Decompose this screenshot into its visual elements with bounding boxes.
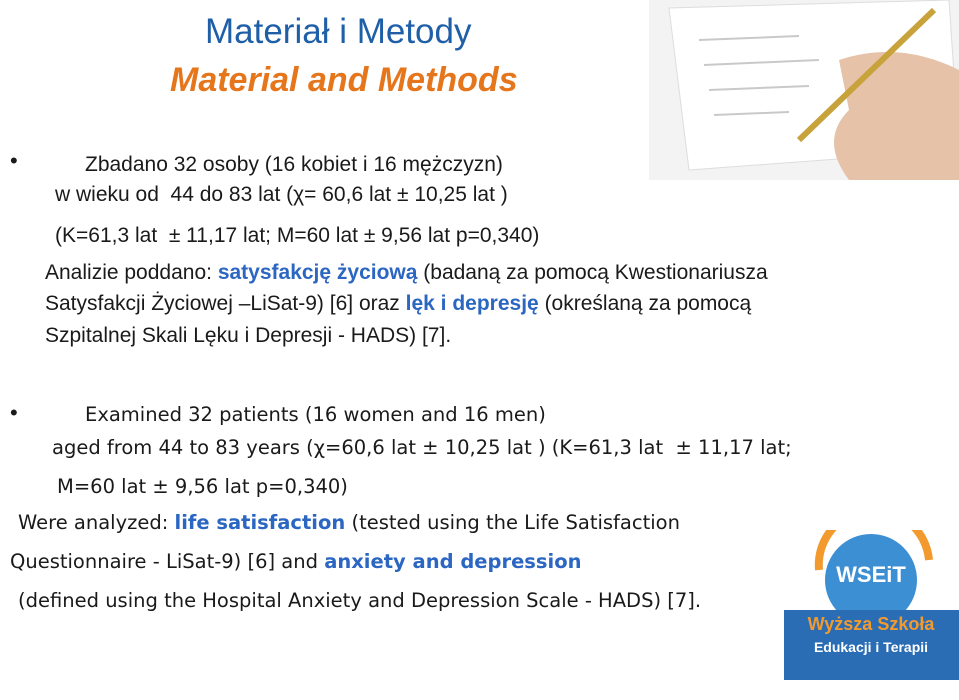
- logo-arc: [814, 530, 933, 571]
- text: (badaną za pomocą Kwestionariusza: [423, 261, 768, 284]
- subtitle: Material and Methods: [170, 61, 518, 99]
- highlight: anxiety and depression: [324, 550, 582, 573]
- logo-line: Wyższa Szkoła: [808, 614, 936, 634]
- text-line: Zbadano 32 osoby (16 kobiet i 16 mężczyz…: [85, 153, 503, 176]
- highlight: satysfakcję życiową: [217, 261, 418, 284]
- logo: WSEiT Wyższa Szkoła Edukacji i Terapii: [784, 530, 959, 680]
- logo-abbr: WSEiT: [836, 562, 906, 587]
- text-line: Questionnaire - LiSat-9) [6] and anxiety…: [10, 552, 582, 572]
- logo-band: [784, 610, 959, 680]
- text-line: aged from 44 to 83 years (χ=60,6 lat ± 1…: [52, 436, 792, 459]
- highlight: lęk i depresję: [405, 292, 539, 315]
- text-line: Examined 32 patients (16 women and 16 me…: [85, 403, 546, 426]
- photo: [649, 0, 959, 180]
- bullet: •: [10, 400, 18, 425]
- pen: [796, 7, 937, 143]
- text: Satysfakcji Życiowej –LiSat-9) [6] oraz: [45, 292, 400, 315]
- text: Were analyzed:: [18, 511, 169, 534]
- bullet: •: [10, 148, 18, 173]
- text-line: Szpitalnej Skali Lęku i Depresji - HADS)…: [45, 324, 452, 347]
- text: (określaną za pomocą: [544, 292, 752, 315]
- text-line: Were analyzed: life satisfaction (tested…: [18, 513, 680, 533]
- paper-lines: [698, 35, 820, 116]
- text: Questionnaire - LiSat-9) [6] and: [10, 550, 318, 573]
- logo-line: Edukacji i Terapii: [814, 639, 928, 655]
- text: Analizie poddano:: [45, 261, 212, 284]
- highlight: life satisfaction: [174, 511, 346, 534]
- logo-circle: [825, 534, 917, 626]
- text-line: w wieku od 44 do 83 lat (χ= 60,6 lat ± 1…: [55, 183, 508, 206]
- title: Materiał i Metody: [205, 12, 472, 51]
- text-line: Satysfakcji Życiowej –LiSat-9) [6] oraz …: [45, 293, 751, 314]
- text: (tested using the Life Satisfaction: [351, 511, 680, 534]
- text-line: M=60 lat ± 9,56 lat p=0,340): [57, 475, 348, 498]
- text-line: (K=61,3 lat ± 11,17 lat; M=60 lat ± 9,56…: [55, 224, 540, 247]
- text-line: (defined using the Hospital Anxiety and …: [18, 589, 702, 612]
- text-line: Analizie poddano: satysfakcję życiową (b…: [45, 262, 768, 283]
- hand: [834, 52, 959, 180]
